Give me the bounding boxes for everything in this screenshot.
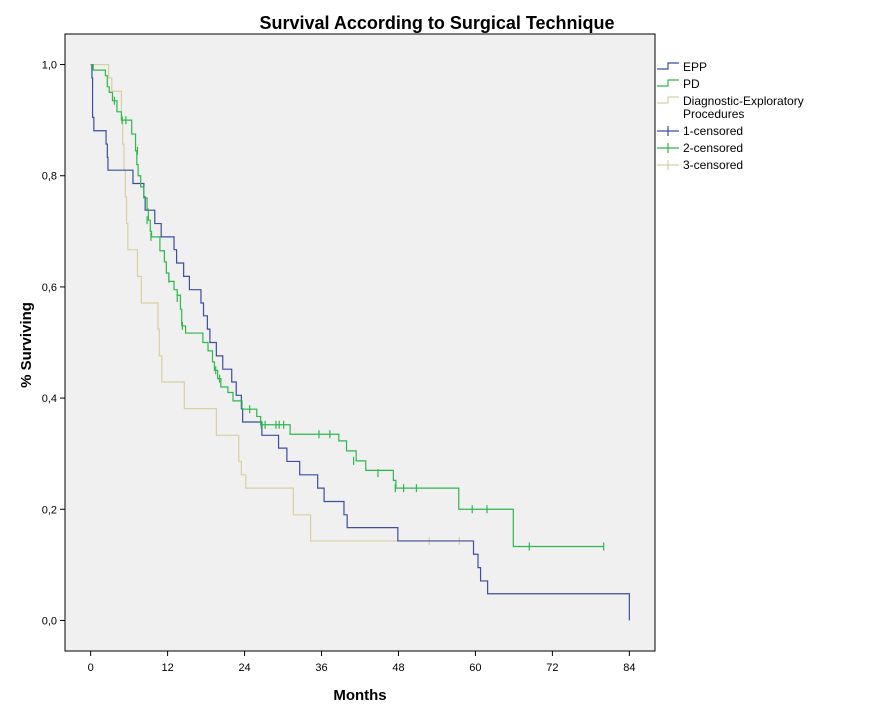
x-tick-label: 0: [88, 662, 94, 674]
y-tick-label: 0,2: [42, 504, 57, 516]
series-layer: [90, 63, 630, 621]
y-tick-label: 0,0: [42, 615, 57, 627]
x-tick-label: 12: [161, 662, 173, 674]
x-axis-ticks: 0 12 24 36 48 60 72 84: [88, 651, 635, 674]
series-line-1: [90, 63, 630, 621]
legend-swatch-3: [657, 96, 679, 104]
legend-label: 2-censored: [683, 141, 743, 155]
x-tick-label: 24: [238, 662, 250, 674]
x-tick-label: 72: [546, 662, 558, 674]
x-tick-label: 48: [392, 662, 404, 674]
y-tick-label: 1,0: [42, 60, 57, 72]
legend-swatch-4: [657, 126, 679, 136]
x-tick-label: 84: [623, 662, 635, 674]
legend-label: PD: [683, 77, 700, 91]
legend: EPP PD Diagnostic-Exploratory Procedures 1-c…: [657, 60, 804, 172]
y-tick-label: 0,6: [42, 282, 57, 294]
series-line-2: [90, 63, 604, 548]
x-tick-label: 60: [469, 662, 481, 674]
chart-title: Survival According to Surgical Technique: [259, 13, 614, 33]
y-axis-label: % Surviving: [18, 302, 35, 388]
legend-label: EPP: [683, 60, 707, 74]
legend-swatch-2: [657, 79, 679, 87]
x-axis-label: Months: [333, 687, 386, 704]
y-tick-label: 0,8: [42, 171, 57, 183]
legend-swatch-6: [657, 160, 679, 170]
y-axis-ticks: 0,0 0,2 0,4 0,6 0,8 1,0: [42, 60, 65, 627]
y-tick-label: 0,4: [42, 393, 57, 405]
legend-swatch-1: [657, 62, 679, 70]
legend-swatch-5: [657, 143, 679, 153]
plot-area: [64, 33, 656, 652]
legend-label: 1-censored: [683, 124, 743, 138]
legend-label: Diagnostic-Exploratory Procedures: [683, 94, 804, 121]
legend-label: 3-censored: [683, 158, 743, 172]
x-tick-label: 36: [315, 662, 327, 674]
